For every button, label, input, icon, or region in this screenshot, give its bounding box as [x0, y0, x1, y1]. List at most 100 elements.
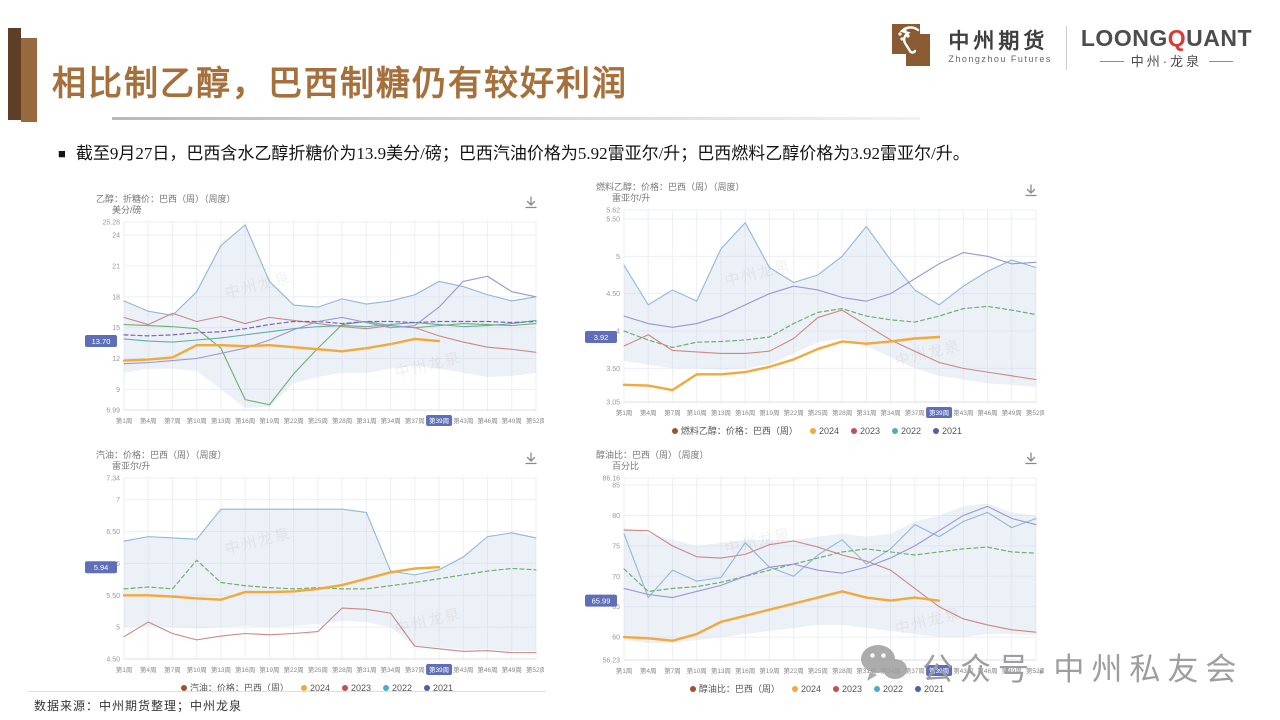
svg-text:第34周: 第34周: [880, 408, 900, 417]
title-underline: [112, 117, 920, 120]
svg-text:第7周: 第7周: [164, 416, 181, 425]
legend-dot-icon: [850, 427, 857, 434]
svg-text:75: 75: [612, 543, 620, 550]
legend-item[interactable]: 2022: [874, 684, 903, 694]
legend-dot-icon: [671, 427, 678, 434]
svg-text:第39周: 第39周: [929, 408, 949, 417]
legend-item[interactable]: 汽油：价格：巴西（周）: [180, 681, 289, 694]
svg-text:第13周: 第13周: [711, 666, 731, 675]
key-point-bullet: ■ 截至9月27日，巴西含水乙醇折糖价为13.9美分/磅；巴西汽油价格为5.92…: [58, 139, 970, 164]
svg-text:第31周: 第31周: [856, 666, 876, 675]
svg-text:第10周: 第10周: [187, 665, 207, 674]
svg-text:60: 60: [612, 635, 620, 642]
svg-text:第16周: 第16周: [735, 666, 755, 675]
svg-text:第19周: 第19周: [759, 408, 779, 417]
chart-ethanol-sugar-parity-price: 乙醇：折糖价：巴西（周）（周度） 美分/磅 25.28 24 21 18 15 12 9 6.…: [84, 194, 550, 432]
chart-y-unit: 雷亚尔/升: [112, 461, 151, 471]
svg-text:第22周: 第22周: [284, 665, 304, 674]
download-icon[interactable]: [522, 194, 540, 210]
svg-text:24: 24: [112, 233, 120, 240]
svg-text:5.94: 5.94: [94, 563, 109, 572]
svg-text:第28周: 第28周: [332, 416, 352, 425]
svg-text:6: 6: [116, 561, 120, 568]
footer-divider: [28, 691, 546, 692]
legend-item[interactable]: 燃料乙醇：价格：巴西（周）: [671, 424, 798, 437]
svg-text:第13周: 第13周: [211, 665, 231, 674]
loongquant-wordmark: LOONG: [1080, 25, 1168, 52]
logo-sub-dash-left: [1099, 61, 1124, 63]
svg-text:第22周: 第22周: [784, 408, 804, 417]
legend-dot-icon: [341, 684, 348, 691]
svg-text:4: 4: [616, 329, 620, 336]
legend-dot-icon: [424, 684, 431, 691]
legend-item[interactable]: 2022: [383, 683, 412, 693]
svg-text:第4周: 第4周: [140, 416, 157, 425]
svg-text:第4周: 第4周: [640, 408, 657, 417]
svg-text:第34周: 第34周: [380, 665, 400, 674]
svg-text:第46周: 第46周: [977, 666, 997, 675]
chart-legend: 燃料乙醇：价格：巴西（周） 2024 2023 2022 2021: [584, 424, 1050, 437]
legend-item[interactable]: 醇油比：巴西（周）: [689, 682, 780, 695]
svg-text:第31周: 第31周: [356, 665, 376, 674]
legend-item[interactable]: 2024: [300, 683, 330, 693]
svg-text:第7周: 第7周: [164, 665, 181, 674]
svg-text:第19周: 第19周: [259, 665, 279, 674]
title-decoration-dark-bar: [8, 28, 21, 120]
legend-dot-icon: [180, 684, 187, 691]
legend-item[interactable]: 2021: [933, 426, 962, 436]
legend-item[interactable]: 2022: [892, 426, 921, 436]
legend-item[interactable]: 2023: [341, 683, 371, 693]
svg-text:5.50: 5.50: [106, 593, 120, 600]
svg-text:第1周: 第1周: [116, 665, 133, 674]
download-icon[interactable]: [1022, 450, 1040, 466]
svg-text:5: 5: [616, 254, 620, 261]
chart-title: 乙醇：折糖价：巴西（周）（周度）: [96, 194, 236, 204]
svg-text:第4周: 第4周: [140, 665, 157, 674]
svg-text:第43周: 第43周: [453, 416, 473, 425]
svg-text:第25周: 第25周: [808, 408, 828, 417]
svg-text:第31周: 第31周: [356, 416, 376, 425]
svg-text:第7周: 第7周: [664, 408, 681, 417]
svg-text:第39周: 第39周: [429, 665, 449, 674]
legend-item[interactable]: 2024: [809, 426, 839, 436]
wechat-account-watermark: 公众号·中州私友会: [858, 642, 1243, 691]
svg-text:第49周: 第49周: [1002, 408, 1022, 417]
legend-dot-icon: [915, 685, 922, 692]
logo-divider: [1065, 25, 1067, 70]
chart-canvas: 5.625.5054.5043.503.05第1周 第4周 第7周 第10周 第13周第…: [585, 208, 1044, 418]
svg-text:第46周: 第46周: [977, 408, 997, 417]
svg-text:5: 5: [116, 625, 120, 632]
svg-text:第28周: 第28周: [832, 666, 852, 675]
download-icon[interactable]: [522, 450, 540, 466]
svg-text:70: 70: [612, 574, 620, 581]
svg-text:6.99: 6.99: [106, 408, 120, 415]
wechat-logo-icon: [858, 642, 910, 691]
svg-text:第52周: 第52周: [1026, 666, 1044, 675]
svg-text:25.28: 25.28: [102, 220, 120, 227]
legend-item[interactable]: 2024: [791, 684, 821, 694]
svg-text:第16周: 第16周: [735, 408, 755, 417]
legend-item[interactable]: 2023: [850, 426, 880, 436]
svg-text:5.50: 5.50: [606, 216, 620, 223]
loongquant-logo: LOONGQUANT 中州·龙泉: [1081, 26, 1252, 69]
svg-text:7: 7: [116, 497, 120, 504]
svg-text:85: 85: [612, 483, 620, 490]
svg-text:第37周: 第37周: [905, 408, 925, 417]
chart-legend: 醇油比：巴西（周） 2024 2023 2022 2021: [584, 682, 1050, 695]
svg-text:第49周: 第49周: [1002, 666, 1022, 675]
svg-text:第10周: 第10周: [187, 416, 207, 425]
svg-text:3.50: 3.50: [606, 366, 620, 373]
legend-item[interactable]: 2021: [424, 683, 453, 693]
svg-text:第43周: 第43周: [953, 666, 973, 675]
download-icon[interactable]: [1022, 182, 1040, 198]
svg-text:第10周: 第10周: [687, 666, 707, 675]
svg-text:第31周: 第31周: [856, 408, 876, 417]
chart-y-unit: 百分比: [612, 461, 640, 471]
bullet-text: 截至9月27日，巴西含水乙醇折糖价为13.9美分/磅；巴西汽油价格为5.92雷亚…: [75, 144, 970, 163]
legend-item[interactable]: 2021: [915, 684, 944, 694]
svg-text:第39周: 第39周: [929, 666, 949, 675]
legend-item[interactable]: 2023: [832, 684, 862, 694]
zhongzhou-leopard-logo-icon: [888, 22, 934, 73]
page-title: 相比制乙醇，巴西制糖仍有较好利润: [52, 66, 628, 103]
